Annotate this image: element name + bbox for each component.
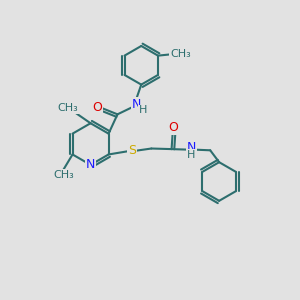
Text: N: N [132,98,141,111]
Text: CH₃: CH₃ [57,103,78,113]
Text: S: S [128,144,136,158]
Text: CH₃: CH₃ [170,49,191,59]
Text: N: N [86,158,95,171]
Text: H: H [139,105,148,115]
Text: CH₃: CH₃ [53,170,74,180]
Text: N: N [187,141,196,154]
Text: O: O [168,121,178,134]
Text: O: O [93,101,103,114]
Text: H: H [187,150,195,160]
